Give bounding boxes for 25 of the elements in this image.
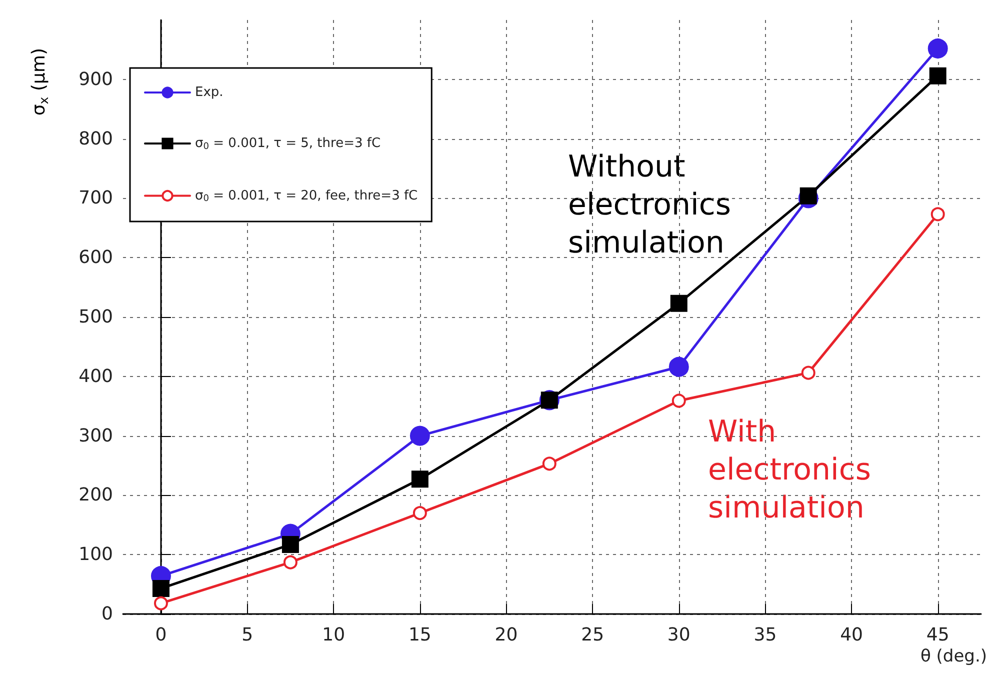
y-tick-label: 800	[78, 128, 113, 150]
y-tick-label: 600	[78, 247, 113, 268]
legend-label: Exp.	[195, 85, 224, 100]
x-tick-label: 40	[840, 624, 863, 646]
annotation: Without electronics simulation	[568, 150, 741, 260]
y-tick-label: 300	[78, 425, 113, 446]
x-tick-label: 15	[408, 624, 432, 646]
x-tick-label: 35	[754, 624, 777, 646]
x-tick-label: 10	[322, 624, 346, 646]
y-axis-title: σx (μm)	[28, 48, 51, 116]
x-axis-title: θ (deg.)	[920, 646, 987, 666]
y-tick-label: 900	[78, 68, 113, 90]
x-tick-label: 20	[494, 624, 518, 646]
x-tick-label: 45	[926, 624, 950, 646]
x-tick-label: 30	[667, 624, 690, 646]
y-tick-label: 700	[78, 188, 113, 209]
y-tick-label: 500	[78, 306, 113, 328]
x-tick-label: 5	[242, 624, 254, 646]
y-tick-label: 200	[78, 484, 113, 506]
y-tick-label: 100	[78, 544, 113, 566]
x-tick-label: 25	[581, 624, 604, 646]
y-tick-label: 0	[102, 604, 113, 624]
x-tick-label: 0	[155, 624, 167, 646]
annotation: With electronics simulation	[708, 414, 881, 526]
y-tick-label: 400	[78, 366, 113, 387]
